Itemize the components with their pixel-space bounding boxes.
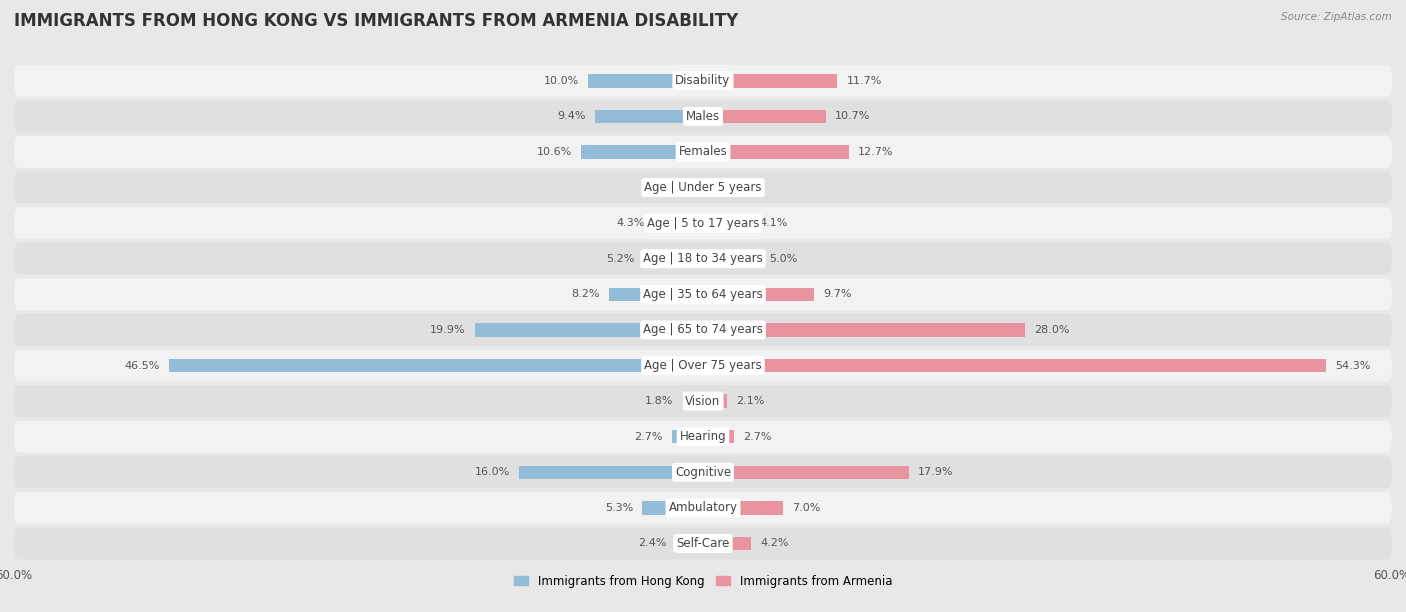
Text: 0.95%: 0.95% bbox=[648, 182, 683, 193]
FancyBboxPatch shape bbox=[14, 349, 1392, 381]
Text: Source: ZipAtlas.com: Source: ZipAtlas.com bbox=[1281, 12, 1392, 22]
Text: 54.3%: 54.3% bbox=[1336, 360, 1371, 370]
Bar bbox=[703, 252, 761, 266]
Text: 12.7%: 12.7% bbox=[858, 147, 893, 157]
Text: 5.2%: 5.2% bbox=[606, 254, 634, 264]
Text: Age | Under 5 years: Age | Under 5 years bbox=[644, 181, 762, 194]
Bar bbox=[595, 110, 703, 123]
Text: 5.3%: 5.3% bbox=[605, 503, 633, 513]
FancyBboxPatch shape bbox=[14, 420, 1392, 453]
FancyBboxPatch shape bbox=[14, 65, 1392, 97]
Text: Hearing: Hearing bbox=[679, 430, 727, 443]
FancyBboxPatch shape bbox=[14, 207, 1392, 239]
Text: 4.2%: 4.2% bbox=[761, 539, 789, 548]
Text: Cognitive: Cognitive bbox=[675, 466, 731, 479]
Bar bbox=[703, 394, 727, 408]
FancyBboxPatch shape bbox=[14, 100, 1392, 132]
Text: 0.76%: 0.76% bbox=[721, 182, 756, 193]
Bar bbox=[703, 181, 711, 195]
Bar bbox=[682, 394, 703, 408]
Bar bbox=[703, 145, 849, 159]
Bar bbox=[519, 466, 703, 479]
Text: Age | 18 to 34 years: Age | 18 to 34 years bbox=[643, 252, 763, 265]
Text: Self-Care: Self-Care bbox=[676, 537, 730, 550]
FancyBboxPatch shape bbox=[14, 528, 1392, 559]
Text: 19.9%: 19.9% bbox=[430, 325, 465, 335]
Text: Age | Over 75 years: Age | Over 75 years bbox=[644, 359, 762, 372]
Bar bbox=[703, 74, 838, 88]
Text: Age | 35 to 64 years: Age | 35 to 64 years bbox=[643, 288, 763, 301]
Bar bbox=[703, 501, 783, 515]
Text: 2.7%: 2.7% bbox=[634, 431, 662, 442]
Bar bbox=[703, 359, 1326, 372]
Bar bbox=[654, 217, 703, 230]
Bar bbox=[474, 323, 703, 337]
Bar bbox=[643, 501, 703, 515]
FancyBboxPatch shape bbox=[14, 314, 1392, 346]
Text: 2.1%: 2.1% bbox=[737, 396, 765, 406]
Text: 10.0%: 10.0% bbox=[544, 76, 579, 86]
Text: 1.8%: 1.8% bbox=[645, 396, 673, 406]
Text: Vision: Vision bbox=[685, 395, 721, 408]
Bar bbox=[703, 323, 1025, 337]
FancyBboxPatch shape bbox=[14, 243, 1392, 275]
Bar bbox=[703, 217, 749, 230]
Bar bbox=[672, 430, 703, 444]
Text: 46.5%: 46.5% bbox=[125, 360, 160, 370]
Bar bbox=[675, 537, 703, 550]
Bar bbox=[703, 537, 751, 550]
Text: 28.0%: 28.0% bbox=[1033, 325, 1069, 335]
Text: 2.4%: 2.4% bbox=[638, 539, 666, 548]
Bar bbox=[692, 181, 703, 195]
Text: 7.0%: 7.0% bbox=[793, 503, 821, 513]
Text: 9.7%: 9.7% bbox=[824, 289, 852, 299]
Text: 10.6%: 10.6% bbox=[537, 147, 572, 157]
FancyBboxPatch shape bbox=[14, 492, 1392, 524]
FancyBboxPatch shape bbox=[14, 136, 1392, 168]
Text: Females: Females bbox=[679, 146, 727, 159]
Text: 10.7%: 10.7% bbox=[835, 111, 870, 121]
Text: Ambulatory: Ambulatory bbox=[668, 501, 738, 514]
Text: 5.0%: 5.0% bbox=[769, 254, 797, 264]
Text: 16.0%: 16.0% bbox=[475, 468, 510, 477]
FancyBboxPatch shape bbox=[14, 457, 1392, 488]
Text: 9.4%: 9.4% bbox=[557, 111, 586, 121]
Text: Age | 65 to 74 years: Age | 65 to 74 years bbox=[643, 323, 763, 337]
Bar bbox=[644, 252, 703, 266]
FancyBboxPatch shape bbox=[14, 278, 1392, 310]
Text: 4.3%: 4.3% bbox=[616, 218, 644, 228]
Bar bbox=[703, 430, 734, 444]
Text: 17.9%: 17.9% bbox=[918, 468, 953, 477]
Bar bbox=[703, 288, 814, 301]
FancyBboxPatch shape bbox=[14, 171, 1392, 204]
Bar bbox=[703, 466, 908, 479]
Text: 2.7%: 2.7% bbox=[744, 431, 772, 442]
Legend: Immigrants from Hong Kong, Immigrants from Armenia: Immigrants from Hong Kong, Immigrants fr… bbox=[509, 570, 897, 592]
Text: 11.7%: 11.7% bbox=[846, 76, 882, 86]
Text: Males: Males bbox=[686, 110, 720, 123]
Bar bbox=[588, 74, 703, 88]
Bar bbox=[609, 288, 703, 301]
Text: 8.2%: 8.2% bbox=[571, 289, 599, 299]
Text: Disability: Disability bbox=[675, 74, 731, 88]
Text: 4.1%: 4.1% bbox=[759, 218, 787, 228]
FancyBboxPatch shape bbox=[14, 385, 1392, 417]
Bar bbox=[169, 359, 703, 372]
Text: Age | 5 to 17 years: Age | 5 to 17 years bbox=[647, 217, 759, 230]
Text: IMMIGRANTS FROM HONG KONG VS IMMIGRANTS FROM ARMENIA DISABILITY: IMMIGRANTS FROM HONG KONG VS IMMIGRANTS … bbox=[14, 12, 738, 30]
Bar bbox=[703, 110, 825, 123]
Bar bbox=[581, 145, 703, 159]
